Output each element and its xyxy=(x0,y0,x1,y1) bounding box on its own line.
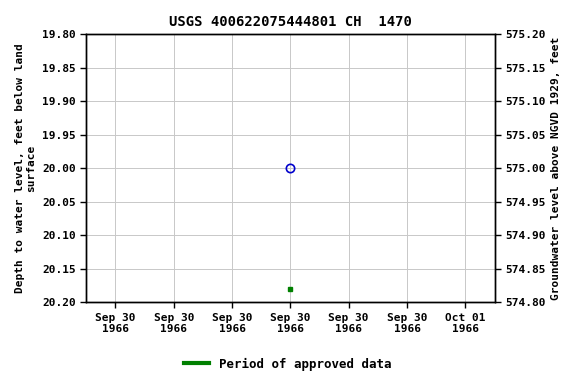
Legend: Period of approved data: Period of approved data xyxy=(179,353,397,376)
Y-axis label: Depth to water level, feet below land
surface: Depth to water level, feet below land su… xyxy=(15,43,37,293)
Y-axis label: Groundwater level above NGVD 1929, feet: Groundwater level above NGVD 1929, feet xyxy=(551,37,561,300)
Title: USGS 400622075444801 CH  1470: USGS 400622075444801 CH 1470 xyxy=(169,15,412,29)
